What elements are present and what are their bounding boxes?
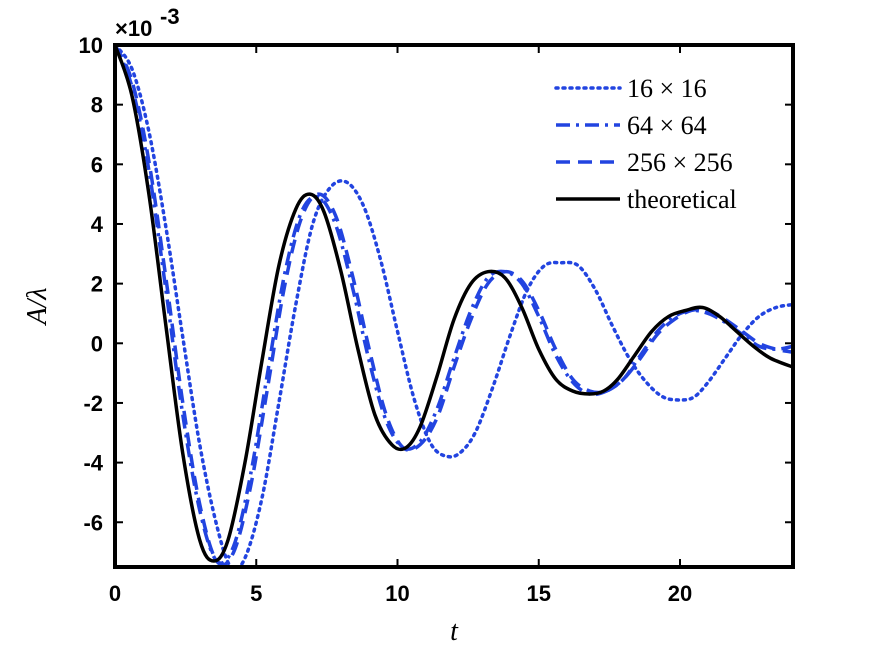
y-axis-label: A/λ [22, 287, 53, 326]
legend: 16 × 16 64 × 64 256 × 256 theoretical [554, 74, 737, 214]
legend-label-2: 64 × 64 [627, 111, 707, 140]
x-tick-label: 5 [250, 581, 262, 606]
y-tick-label: -4 [83, 451, 103, 476]
svg-text:×10: ×10 [115, 16, 152, 41]
y-tick-label: 8 [91, 93, 103, 118]
series-line-1 [115, 45, 793, 567]
y-tick-label: -6 [83, 510, 103, 535]
series-line-3 [115, 45, 793, 567]
series-line-4 [115, 45, 793, 563]
svg-text:-3: -3 [160, 4, 180, 29]
x-tick-label: 20 [668, 581, 692, 606]
y-tick-label: 0 [91, 331, 103, 356]
legend-label-1: 16 × 16 [627, 74, 707, 103]
y-tick-label: 6 [91, 152, 103, 177]
series-layer [115, 45, 793, 567]
x-axis-label: t [450, 616, 459, 647]
y-tick-label: 10 [79, 33, 103, 58]
y-tick-label: 4 [91, 212, 104, 237]
x-tick-label: 15 [527, 581, 551, 606]
y-axis-ticks: 10 8 6 4 2 0 -2 -4 -6 [79, 33, 793, 535]
x-tick-label: 0 [109, 581, 121, 606]
y-tick-label: -2 [83, 391, 103, 416]
y-tick-label: 2 [91, 272, 103, 297]
y-scale-factor: ×10 -3 [115, 4, 180, 41]
legend-label-4: theoretical [627, 185, 737, 214]
x-axis-ticks: 0 5 10 15 20 [109, 45, 692, 606]
plot-area-frame [113, 43, 795, 569]
legend-label-3: 256 × 256 [627, 148, 733, 177]
x-tick-label: 10 [385, 581, 409, 606]
